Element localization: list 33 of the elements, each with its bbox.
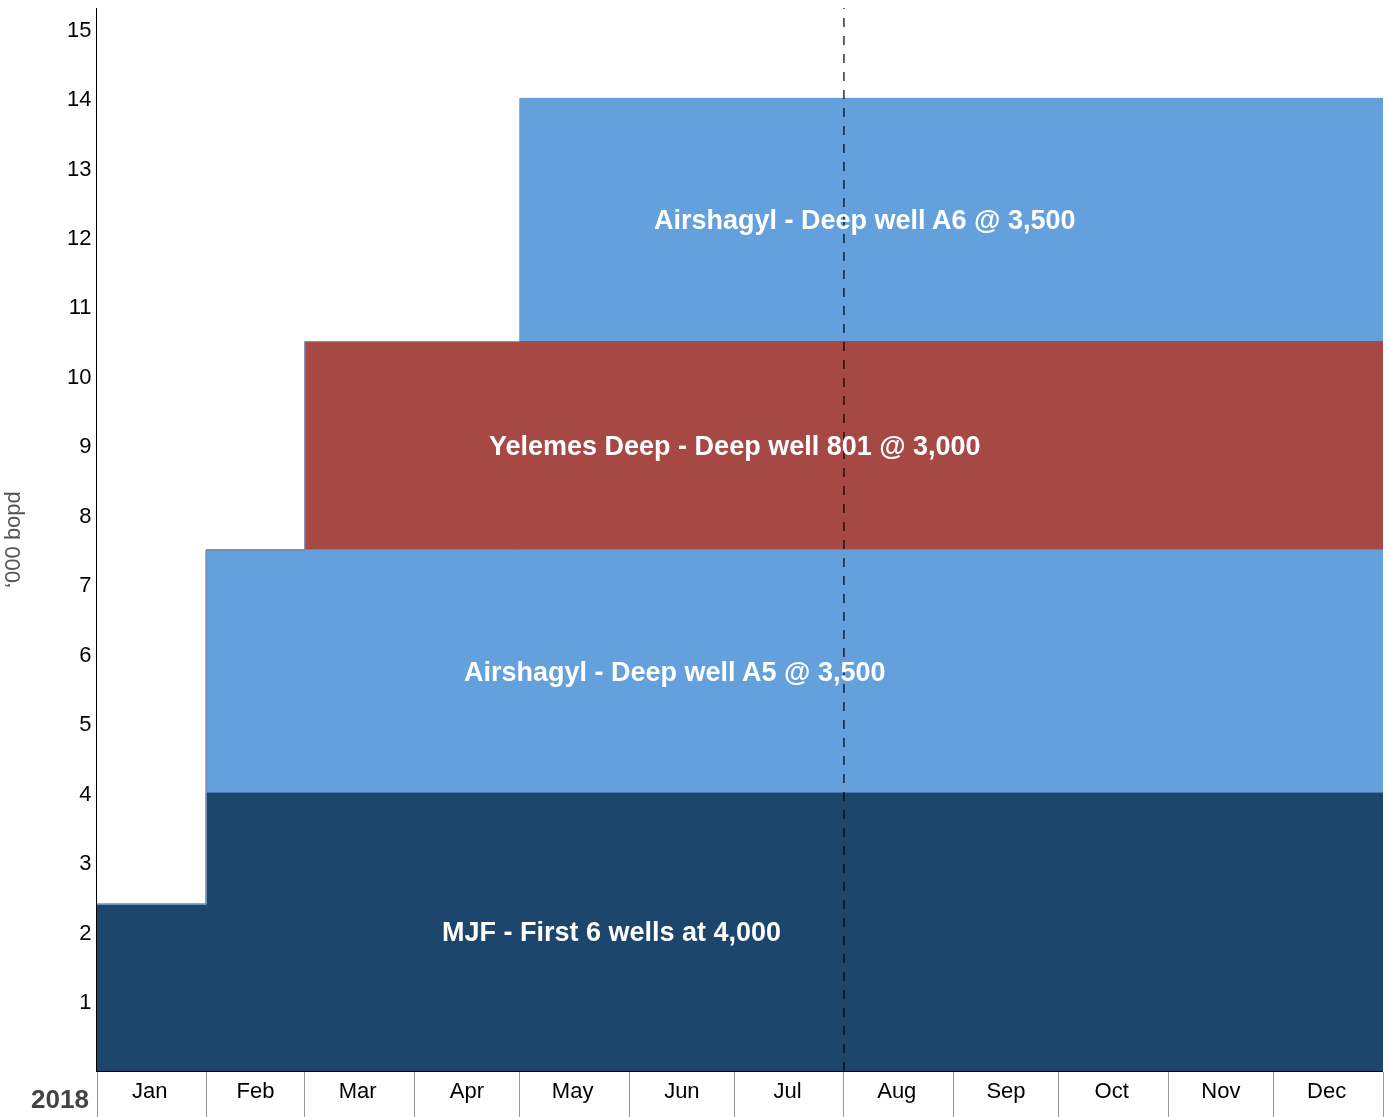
y-tick-label: 10 [67,363,92,389]
x-tick-label: Sep [986,1078,1026,1104]
series-label: MJF - First 6 wells at 4,000 [442,917,782,947]
x-tick-label: Aug [877,1078,917,1104]
y-tick-label: 14 [67,86,92,112]
x-tick-label: Mar [338,1078,377,1104]
x-tick-label: May [551,1078,594,1104]
x-tick-label: Nov [1201,1078,1241,1104]
y-tick-label: 2 [79,919,92,945]
y-tick-label: 5 [79,711,92,737]
x-tick-label: Feb [236,1078,275,1104]
y-tick-label: 8 [79,502,92,528]
series-label: Airshagyl - Deep well A5 @ 3,500 [464,657,886,687]
series-label: Airshagyl - Deep well A6 @ 3,500 [654,205,1076,235]
y-tick-label: 4 [79,780,92,806]
y-tick-label: 7 [79,572,92,598]
y-tick-label: 15 [67,16,92,42]
series-label: Yelemes Deep - Deep well 801 @ 3,000 [489,431,981,461]
x-tick-label: Oct [1094,1078,1129,1104]
y-tick-label: 9 [79,433,92,459]
y-tick-label: 11 [68,294,92,320]
y-tick-label: 6 [79,641,92,667]
x-tick-label: Dec [1307,1078,1347,1104]
y-tick-label: 12 [67,224,92,250]
y-tick-label: 3 [79,850,92,876]
text: 2018 [31,1084,89,1114]
y-tick-label: 1 [79,989,92,1015]
x-tick-label: Jan [132,1078,168,1104]
x-tick-label: Jul [773,1078,802,1104]
x-tick-label: Apr [449,1078,485,1104]
y-tick-label: 13 [67,155,92,181]
y-axis-title: ‘000 bopd [0,491,25,588]
x-tick-label: Jun [664,1078,700,1104]
